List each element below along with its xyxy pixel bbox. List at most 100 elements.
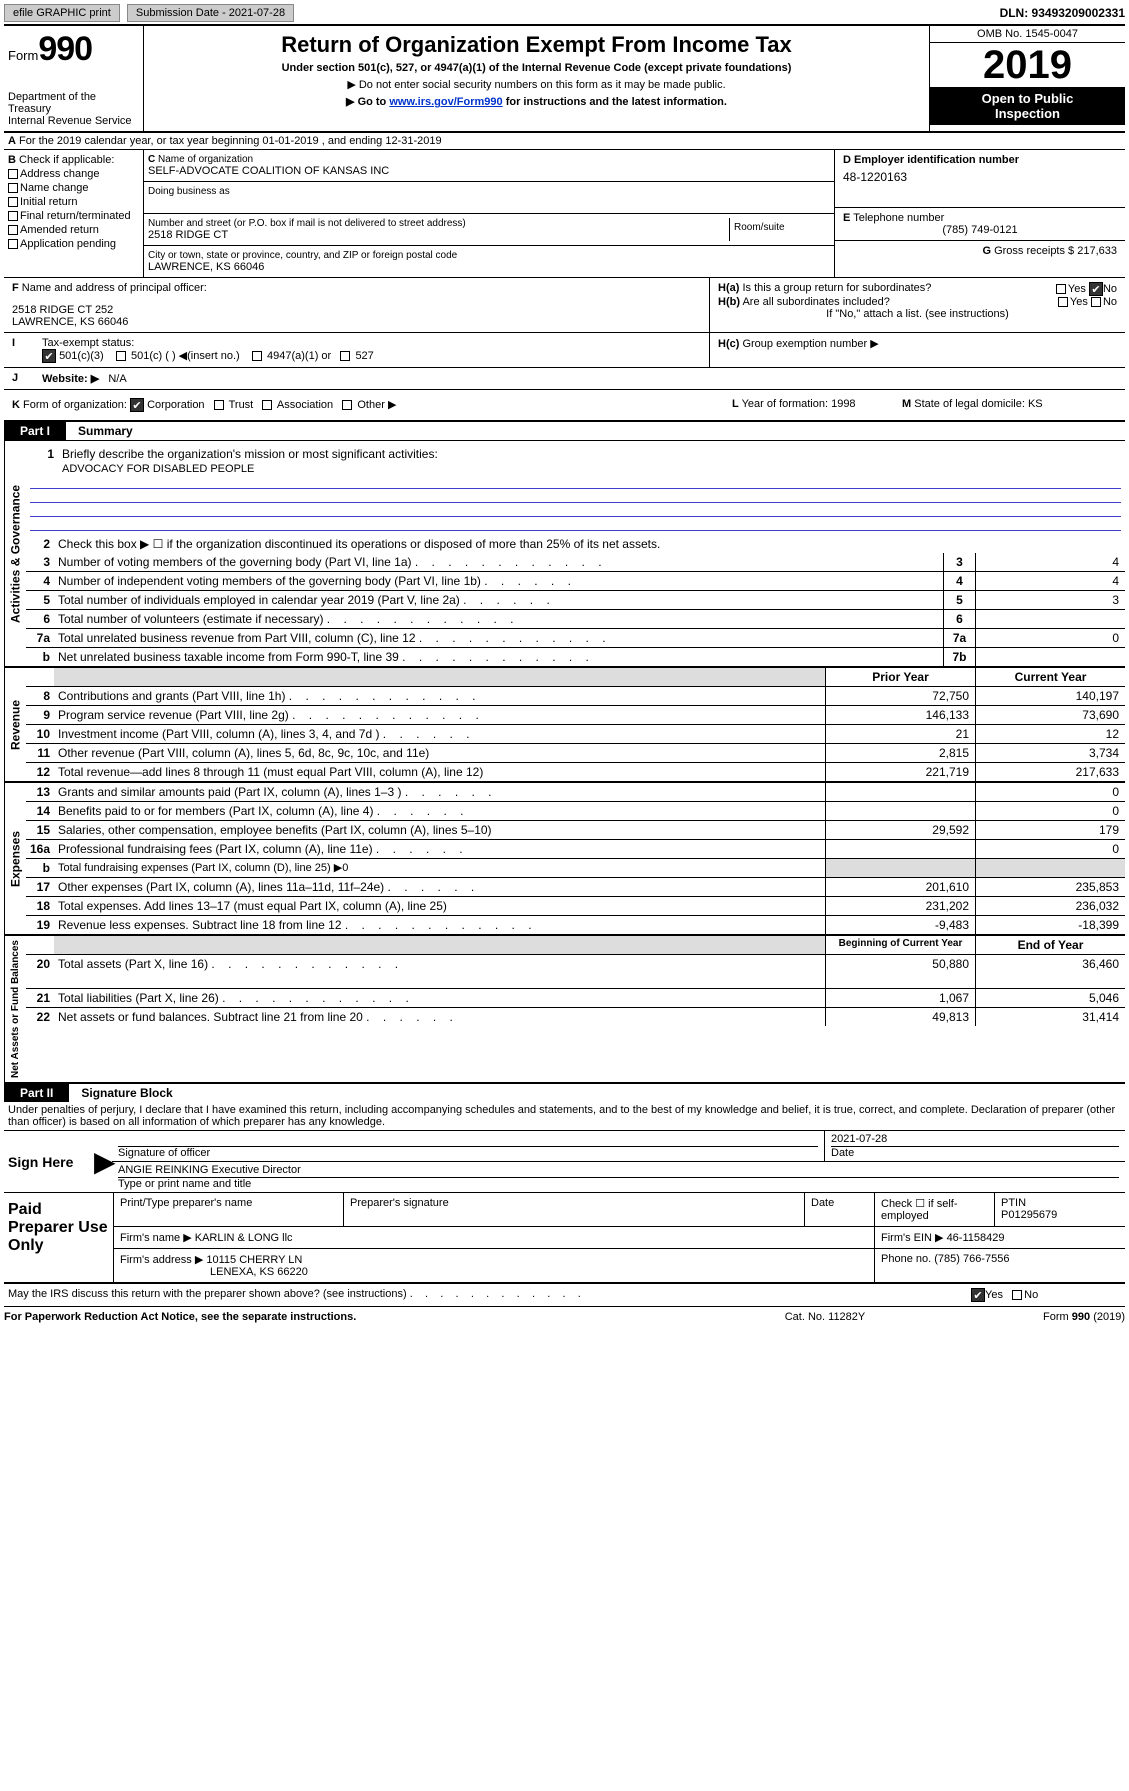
assoc-check[interactable]	[262, 400, 272, 410]
discuss-yes-check[interactable]: ✔	[971, 1288, 985, 1302]
rule-4	[30, 517, 1121, 531]
line-5-box: 5	[943, 591, 975, 609]
line-4-box: 4	[943, 572, 975, 590]
phone-label: E Telephone number	[843, 212, 1117, 224]
501c3-check[interactable]: ✔	[42, 349, 56, 363]
discuss-no: No	[1024, 1289, 1038, 1301]
check-name-change[interactable]: Name change	[8, 182, 139, 194]
signature-declaration: Under penalties of perjury, I declare th…	[4, 1102, 1125, 1131]
sign-arrow-icon: ▶	[94, 1131, 112, 1192]
discuss-no-check[interactable]	[1012, 1290, 1022, 1300]
paid-preparer-label: Paid Preparer Use Only	[4, 1193, 114, 1282]
efile-button[interactable]: efile GRAPHIC print	[4, 4, 120, 22]
line-20-desc: Total assets (Part X, line 16)	[54, 955, 825, 988]
opt-other: Other ▶	[357, 399, 396, 411]
instructions-link[interactable]: www.irs.gov/Form990	[389, 96, 502, 108]
line-7b-desc: Net unrelated business taxable income fr…	[54, 648, 943, 666]
trust-check[interactable]	[214, 400, 224, 410]
prep-date-label: Date	[805, 1193, 875, 1226]
year-formation-label: Year of formation:	[742, 398, 828, 410]
firm-addr2-value: LENEXA, KS 66220	[120, 1266, 308, 1278]
501c-check[interactable]	[116, 351, 126, 361]
sig-officer-label: Signature of officer	[118, 1147, 818, 1159]
firm-name-value: KARLIN & LONG llc	[195, 1232, 293, 1244]
line-14-desc: Benefits paid to or for members (Part IX…	[54, 802, 825, 820]
line-17-desc: Other expenses (Part IX, column (A), lin…	[54, 878, 825, 896]
hb-no-check[interactable]	[1091, 297, 1101, 307]
line-1-desc: Briefly describe the organization's miss…	[58, 445, 1121, 463]
line-22-c: 31,414	[975, 1008, 1125, 1026]
sub3-pre: ▶ Go to	[346, 96, 389, 108]
line-8-p: 72,750	[825, 687, 975, 705]
other-check[interactable]	[342, 400, 352, 410]
check-address-change[interactable]: Address change	[8, 168, 139, 180]
firm-phone-label: Phone no.	[881, 1253, 931, 1265]
ha-yes-check[interactable]	[1056, 284, 1066, 294]
officer-addr1: 2518 RIDGE CT 252	[12, 304, 701, 316]
part1-tab: Part I	[4, 422, 66, 440]
inspection-2: Inspection	[995, 106, 1060, 121]
line-15-desc: Salaries, other compensation, employee b…	[54, 821, 825, 839]
check-initial-return[interactable]: Initial return	[8, 196, 139, 208]
prep-name-label: Print/Type preparer's name	[114, 1193, 344, 1226]
ha-no-check[interactable]: ✔	[1089, 282, 1103, 296]
line-12-desc: Total revenue—add lines 8 through 11 (mu…	[54, 763, 825, 781]
line-6-box: 6	[943, 610, 975, 628]
website-label: Website: ▶	[42, 373, 99, 385]
line-21-c: 5,046	[975, 989, 1125, 1007]
officer-addr2: LAWRENCE, KS 66046	[12, 316, 701, 328]
line-13-c: 0	[975, 783, 1125, 801]
org-name-label: C Name of organization	[148, 154, 830, 165]
inspection-badge: Open to Public Inspection	[930, 87, 1125, 125]
omb-number: OMB No. 1545-0047	[930, 26, 1125, 43]
line-4-val: 4	[975, 572, 1125, 590]
check-amended[interactable]: Amended return	[8, 224, 139, 236]
form-title: Return of Organization Exempt From Incom…	[152, 32, 921, 58]
sig-date-label: Date	[831, 1147, 1119, 1159]
line-13-desc: Grants and similar amounts paid (Part IX…	[54, 783, 825, 801]
h-note: If "No," attach a list. (see instruction…	[718, 308, 1117, 320]
opt-4947: 4947(a)(1) or	[267, 350, 331, 362]
hb-yes-check[interactable]	[1058, 297, 1068, 307]
line-16a-desc: Professional fundraising fees (Part IX, …	[54, 840, 825, 858]
discuss-yes: Yes	[985, 1289, 1003, 1301]
firm-name-label: Firm's name ▶	[120, 1232, 192, 1244]
sign-here-label: Sign Here	[4, 1131, 94, 1192]
check-pending[interactable]: Application pending	[8, 238, 139, 250]
ptin-value: P01295679	[1001, 1209, 1119, 1221]
opt-501c3: 501(c)(3)	[59, 350, 104, 362]
city-label: City or town, state or province, country…	[148, 250, 830, 261]
line-9-c: 73,690	[975, 706, 1125, 724]
h-a-row: H(a) Is this a group return for subordin…	[718, 282, 1117, 296]
line-a-label: A	[8, 135, 16, 147]
header-mid: Return of Organization Exempt From Incom…	[144, 26, 930, 131]
line-18-c: 236,032	[975, 897, 1125, 915]
opt-501c: 501(c) ( ) ◀(insert no.)	[131, 350, 240, 362]
527-check[interactable]	[340, 351, 350, 361]
submission-date-button[interactable]: Submission Date - 2021-07-28	[127, 4, 294, 22]
hc-label: Group exemption number ▶	[742, 338, 878, 350]
line-2-desc: Check this box ▶ ☐ if the organization d…	[54, 535, 1125, 553]
vert-governance: Activities & Governance	[4, 441, 26, 666]
corp-check[interactable]: ✔	[130, 398, 144, 412]
ptin-label: PTIN	[1001, 1197, 1119, 1209]
line-15-c: 179	[975, 821, 1125, 839]
line-5-val: 3	[975, 591, 1125, 609]
begin-year-hdr: Beginning of Current Year	[825, 936, 975, 954]
officer-label: F Name and address of principal officer:	[12, 282, 701, 294]
line-9-p: 146,133	[825, 706, 975, 724]
line-19-p: -9,483	[825, 916, 975, 934]
check-final-return[interactable]: Final return/terminated	[8, 210, 139, 222]
line-a-text: For the 2019 calendar year, or tax year …	[19, 135, 442, 147]
line-21-p: 1,067	[825, 989, 975, 1007]
vert-expenses: Expenses	[4, 783, 26, 934]
tax-status-label: Tax-exempt status:	[42, 337, 134, 349]
line-10-p: 21	[825, 725, 975, 743]
part2-tab: Part II	[4, 1084, 69, 1102]
line-11-p: 2,815	[825, 744, 975, 762]
footer-left: For Paperwork Reduction Act Notice, see …	[4, 1311, 725, 1323]
opt-527: 527	[355, 350, 373, 362]
line-19-c: -18,399	[975, 916, 1125, 934]
4947-check[interactable]	[252, 351, 262, 361]
line-7a-desc: Total unrelated business revenue from Pa…	[54, 629, 943, 647]
